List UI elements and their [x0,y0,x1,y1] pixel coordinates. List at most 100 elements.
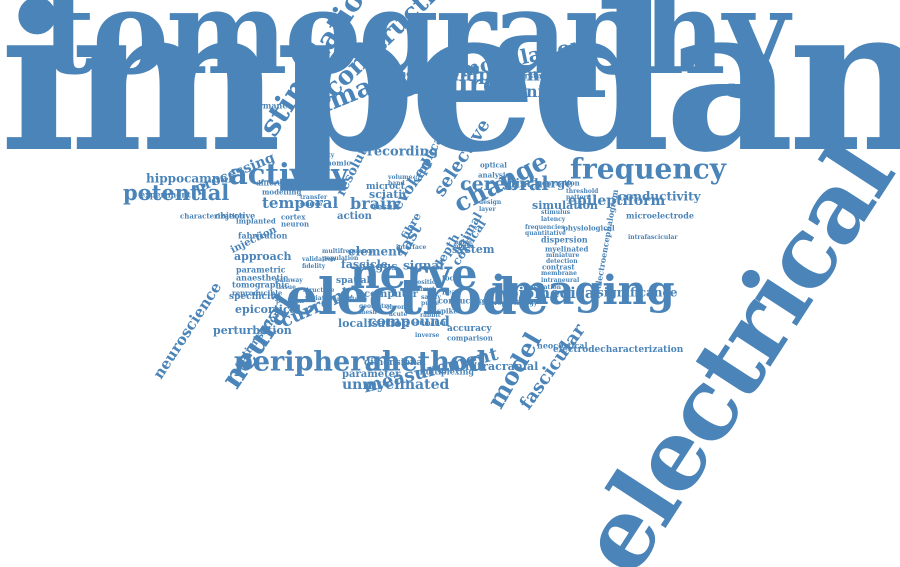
word-seizure: seizure [391,69,501,101]
word-dimensional: dimensional [364,357,426,368]
word-pathway: pathway [275,277,303,285]
word-experiment: experiment [140,189,191,200]
word-perturbation: perturbation [213,324,292,338]
word-electrode: electrode [286,267,549,326]
word-fascicle: fascicle [341,258,388,272]
word-miniature: miniature [546,252,580,260]
word-tomography: tomography [42,0,790,101]
word-potential: potential [123,180,230,206]
word-design: design [479,199,502,207]
word-neuron: neuron [281,219,310,229]
word-pulse: pulse [421,300,440,308]
word-autonomic: autonomic [309,158,351,168]
word-validation: validation [302,256,336,264]
word-optical: optical [480,160,507,170]
word-detection: detection [546,258,578,266]
word-signal: signal [403,258,444,273]
word-problem: problem [276,298,304,306]
word-fabrication: fabrication [238,230,288,241]
word-band: band [388,180,405,188]
word-intrafascicular: intrafascicular [628,234,678,242]
word-volume: volume [388,174,413,182]
word-phase: phase [454,243,474,251]
word-acute: acute [389,311,408,319]
word-temporal: temporal [262,194,339,212]
word-characterization: characterization [180,211,245,221]
word-estimation: estimation [412,320,448,328]
word-activity: activity [229,156,348,191]
word-method: method [372,346,487,378]
word-inverse: inverse [415,332,440,340]
word-myelinated: myelinated [545,244,589,254]
word-parameter: parameter [342,369,401,380]
word-contrast: contrast [542,262,575,272]
word-hippocampal: hippocampal [146,171,233,186]
word-experimental: experimental [370,68,430,79]
word-action: action [337,211,372,222]
word-epileptiform: epileptiform [568,192,666,209]
word-tissue: tissue [276,284,296,292]
word-electrophysiology: electrophysiology [478,300,538,308]
word-robust: robust [413,286,435,294]
word-frequencies: frequencies [525,224,565,232]
word-localisation: localisation [338,317,410,331]
word-approach: approach [234,250,292,264]
word-intracranial: intracranial [465,360,539,374]
word-noise: noise [454,239,472,247]
word-compound: compound [368,313,450,330]
word-cerebral: cerebral [460,172,549,195]
word-result: result [373,201,400,212]
word-latency: latency [541,216,566,224]
word-parametric: parametric [236,264,286,275]
word-biomedical: biomedical [508,284,601,302]
word-system: system [452,243,495,257]
word-tomographic: tomographic [232,279,290,290]
word-safety: safety [421,294,441,302]
word-spike: spike [437,306,458,316]
word-understanding: understanding [502,70,568,81]
word-insulation: insulation [527,284,561,292]
word-conductivity: conductivity [618,189,701,204]
word-computer: computer [364,289,418,300]
word-position: position [413,279,441,287]
word-nerve: nerve [350,250,478,299]
word-layer: layer [479,206,496,214]
word-head: head [442,287,461,297]
word-membrane: membrane [541,270,577,278]
word-sensitivity: sensitivity [300,152,335,160]
word-comparison: comparison [447,333,493,343]
word-amplitude: amplitude [333,296,368,304]
word-physiological: physiological [563,223,615,233]
word-implanted: implanted [236,216,276,226]
word-microelectrode: microelectrode [626,210,694,221]
word-epicortical: epicortical [235,303,301,317]
word-mesh: mesh [359,309,377,317]
word-technique: technique [487,82,577,102]
word-element: element [348,244,403,259]
word-bioimpedance: bioimpedance [421,64,563,86]
word-threshold: threshold [566,188,599,196]
word-structure: structure [303,287,335,295]
word-fidelity: fidelity [302,263,326,271]
word-sciatic: sciatic [369,188,410,202]
word-impedance: impedance [0,0,900,197]
word-pattern: pattern [566,194,591,202]
word-multiplexing: multiplexing [417,366,474,377]
word-simulation: simulation [532,199,598,213]
word-spatial: spatial [336,275,371,286]
word-brain: brain [350,194,398,214]
word-population: population [322,255,359,263]
word-modelling: modelling [262,187,302,197]
word-accuracy: accuracy [447,323,492,334]
word-microct: microct [366,181,405,192]
word-recording: recording [367,144,439,160]
word-specificity: specificity [229,291,280,302]
word-conductive: conductive [438,295,487,306]
word-discharge: discharge [507,176,573,191]
word-difference: difference [256,178,296,188]
word-chronic: chronic [386,304,412,312]
word-variation: variation [305,295,336,303]
word-focal: focal [442,273,462,283]
word-unmyelinated: unmyelinated [342,376,450,393]
